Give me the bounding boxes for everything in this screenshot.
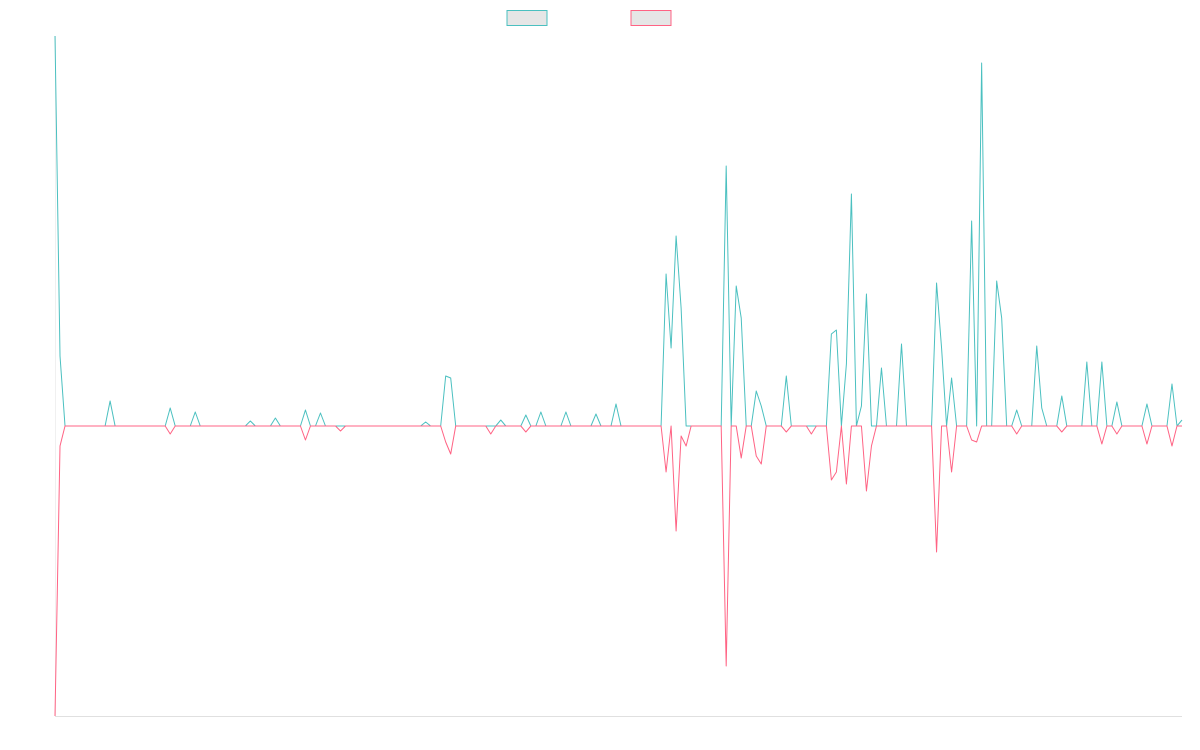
legend-swatch	[506, 10, 548, 26]
legend-swatch	[630, 10, 672, 26]
series-line	[54, 425, 1182, 717]
series-line	[54, 35, 1183, 427]
